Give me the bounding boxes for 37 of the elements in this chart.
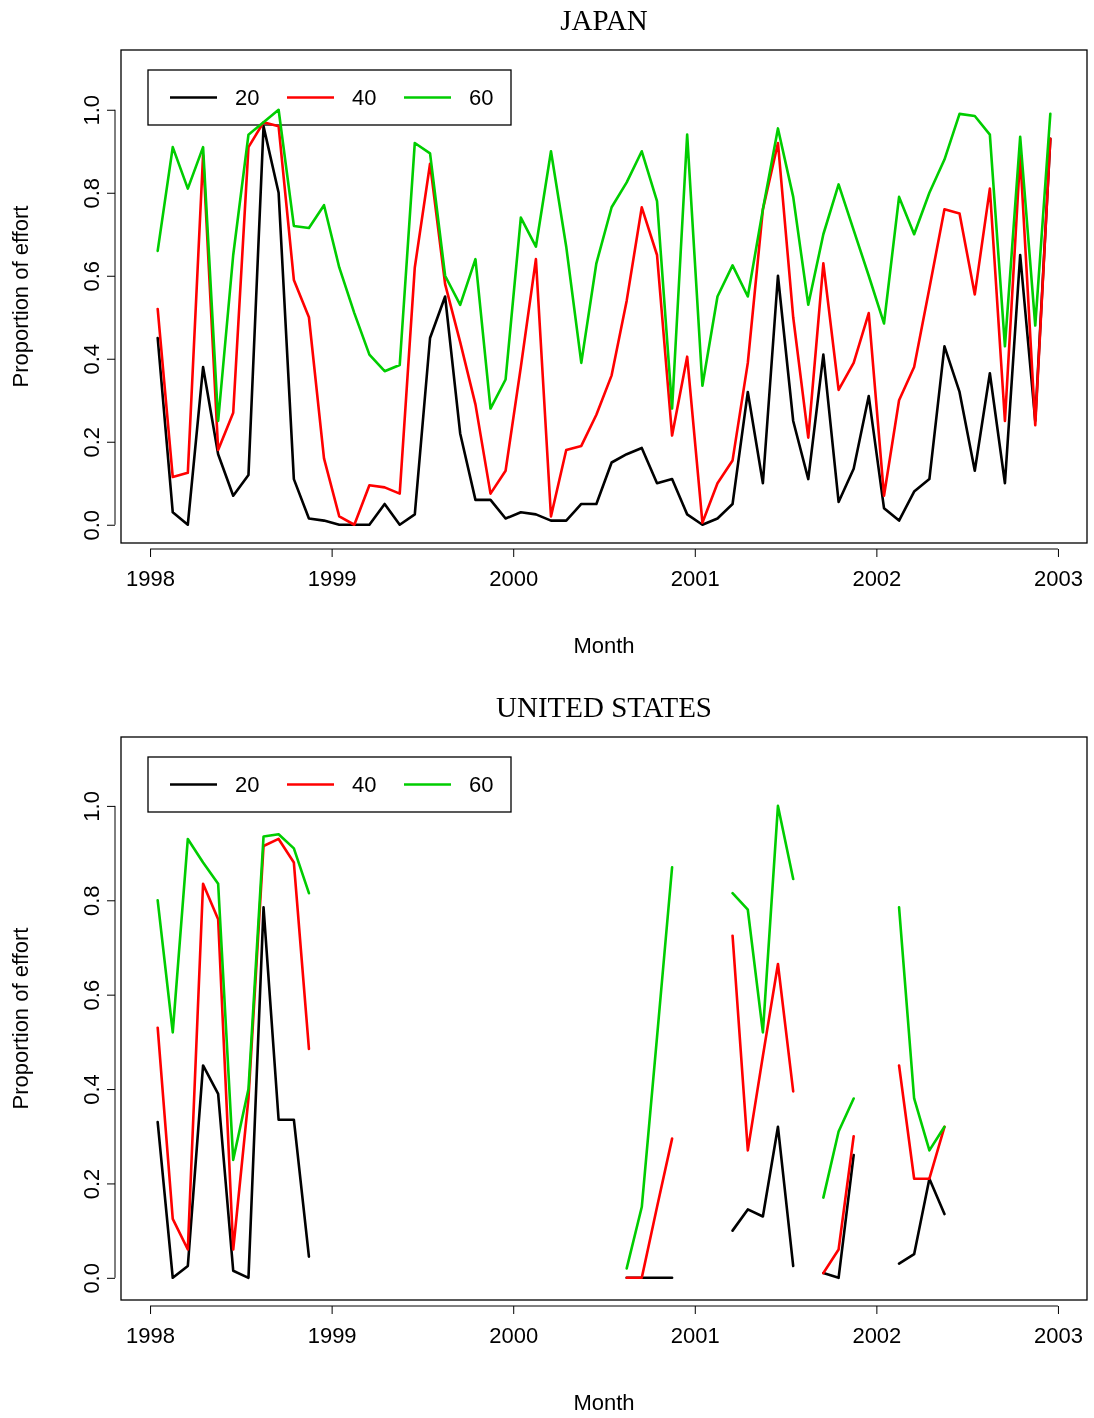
x-tick-label: 2000 xyxy=(489,1323,539,1349)
y-tick-label: 0.2 xyxy=(78,1168,104,1200)
y-tick-label: 0.4 xyxy=(78,343,104,375)
y-axis-title: Proportion of effort xyxy=(8,205,33,388)
y-tick-label: 0.6 xyxy=(78,979,104,1011)
legend-label: 40 xyxy=(352,772,377,798)
x-tick-label: 1999 xyxy=(307,566,357,592)
x-tick-label: 2000 xyxy=(489,566,539,592)
legend-label: 20 xyxy=(235,772,260,798)
x-tick-label: 2003 xyxy=(1033,1323,1083,1349)
y-axis-title: Proportion of effort xyxy=(8,927,33,1110)
y-tick-label: 0.6 xyxy=(78,260,104,292)
x-tick-label: 2003 xyxy=(1033,566,1083,592)
x-tick-label: 1998 xyxy=(126,566,176,592)
line-series xyxy=(156,108,1052,423)
legend-label: 60 xyxy=(469,772,494,798)
y-tick-label: 0.8 xyxy=(78,177,104,209)
y-tick-label: 1.0 xyxy=(78,791,104,822)
x-tick-label: 1999 xyxy=(307,1323,357,1349)
legend-label: 60 xyxy=(469,85,494,111)
y-tick-label: 0.4 xyxy=(78,1074,104,1105)
chart-title: JAPAN xyxy=(560,4,648,36)
chart-title: UNITED STATES xyxy=(496,691,712,723)
y-tick-label: 0.0 xyxy=(78,1263,104,1294)
y-tick-label: 0.8 xyxy=(78,885,104,917)
x-axis-title: Month xyxy=(573,633,635,658)
x-tick-label: 2001 xyxy=(670,566,720,592)
x-tick-label: 2002 xyxy=(852,566,902,592)
y-tick-label: 1.0 xyxy=(78,94,104,126)
x-axis-title: Month xyxy=(573,1390,635,1415)
y-tick-label: 0.2 xyxy=(78,426,104,458)
x-tick-label: 2001 xyxy=(670,1323,720,1349)
x-tick-label: 1998 xyxy=(126,1323,176,1349)
legend-label: 20 xyxy=(235,85,260,111)
x-tick-label: 2002 xyxy=(852,1323,902,1349)
y-tick-label: 0.0 xyxy=(78,509,104,541)
legend-label: 40 xyxy=(352,85,377,111)
